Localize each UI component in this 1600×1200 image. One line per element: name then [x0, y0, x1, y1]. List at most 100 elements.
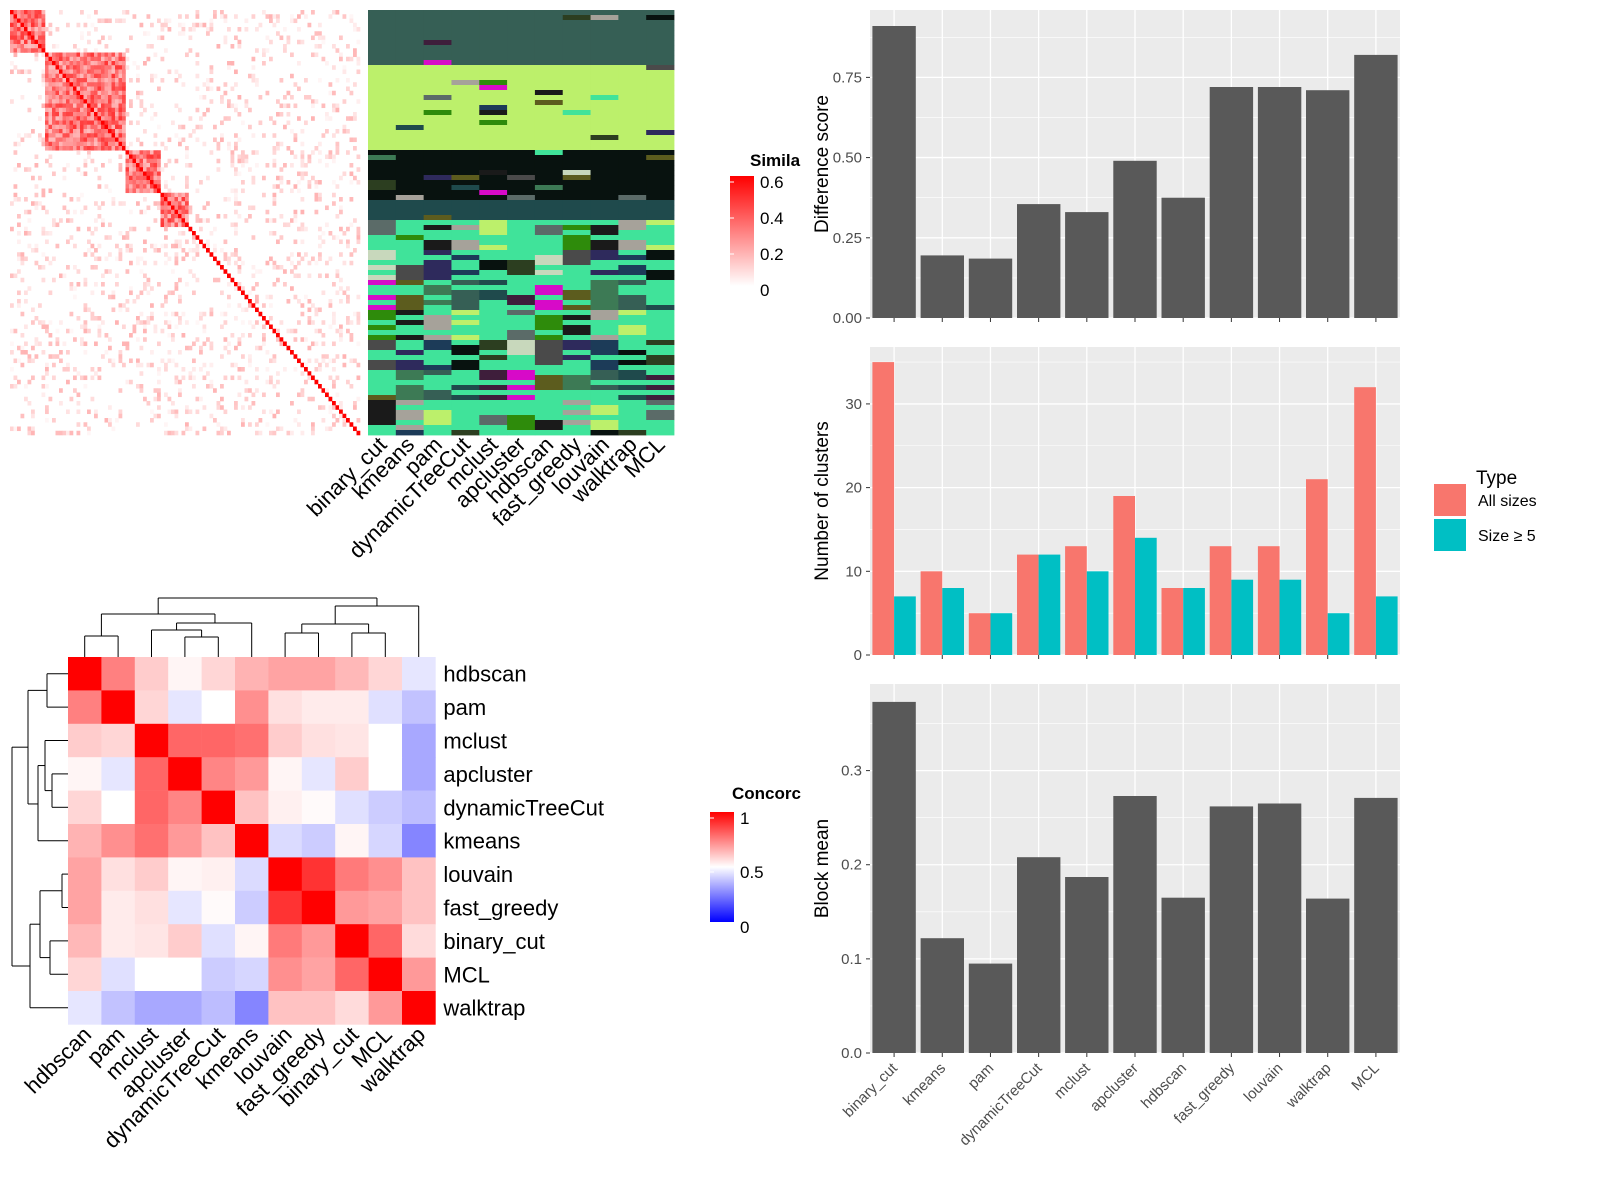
cluster-cell — [534, 95, 564, 101]
x-tick-label: louvain — [1241, 1060, 1287, 1106]
similarity-cell — [171, 269, 175, 274]
cluster-cell — [562, 195, 591, 201]
cluster-cell — [562, 60, 591, 66]
similarity-cell — [332, 316, 336, 321]
similarity-cell — [125, 379, 130, 385]
similarity-cell — [17, 35, 21, 41]
similarity-cell — [111, 73, 116, 79]
similarity-cell — [202, 95, 207, 100]
cluster-cell — [534, 100, 564, 106]
similarity-cell — [111, 133, 116, 138]
similarity-cell — [24, 197, 28, 202]
cluster-cell — [590, 65, 619, 71]
similarity-cell — [195, 243, 200, 249]
cluster-cell — [618, 65, 647, 71]
cluster-cell — [507, 15, 536, 21]
similarity-cell — [62, 120, 67, 126]
similarity-cell — [290, 252, 294, 257]
similarity-cell — [10, 350, 14, 355]
concordance-cell — [335, 824, 369, 858]
similarity-cell — [304, 367, 308, 372]
similarity-cell — [69, 120, 74, 126]
similarity-cell — [31, 307, 35, 313]
similarity-cell — [276, 379, 280, 385]
similarity-cell — [24, 22, 28, 28]
similarity-cell — [213, 388, 217, 393]
similarity-cell — [80, 90, 84, 96]
similarity-cell — [129, 358, 133, 364]
similarity-cell — [48, 137, 53, 143]
similarity-cell — [171, 175, 175, 181]
similarity-cell — [108, 52, 112, 58]
similarity-cell — [80, 107, 84, 113]
similarity-cell — [332, 192, 336, 198]
cluster-cell — [507, 165, 536, 171]
similarity-cell — [216, 405, 221, 410]
cluster-cell — [590, 175, 619, 181]
concordance-cell — [201, 723, 236, 758]
similarity-cell — [328, 14, 333, 19]
similarity-cell — [136, 362, 140, 368]
similarity-cell — [237, 214, 242, 219]
similarity-cell — [335, 235, 340, 240]
similarity-cell — [248, 73, 252, 79]
y-tick-label: 0.3 — [841, 763, 862, 780]
similarity-cell — [66, 22, 70, 28]
similarity-cell — [346, 328, 350, 334]
cluster-cell — [479, 70, 508, 76]
similarity-cell — [80, 124, 84, 130]
similarity-cell — [342, 124, 347, 130]
similarity-cell — [262, 48, 266, 53]
similarity-cell — [234, 141, 238, 147]
similarity-cell — [349, 260, 354, 266]
similarity-cell — [185, 218, 189, 223]
similarity-cell — [304, 78, 308, 83]
cluster-cell — [590, 295, 619, 301]
similarity-cell — [153, 328, 158, 334]
similarity-cell — [27, 354, 32, 359]
similarity-cell — [188, 133, 193, 138]
similarity-cell — [311, 256, 315, 262]
cluster-cell — [451, 310, 480, 316]
similarity-cell — [265, 14, 270, 19]
similarity-cell — [272, 184, 277, 189]
cluster-cell — [395, 225, 425, 231]
similarity-cell — [83, 320, 88, 325]
similarity-cell — [90, 367, 95, 372]
similarity-cell — [62, 69, 67, 75]
cluster-cell — [423, 335, 452, 341]
similarity-cell — [146, 154, 151, 160]
cluster-cell — [423, 135, 452, 141]
similarity-cell — [234, 286, 238, 291]
similarity-legend-bar — [730, 176, 754, 286]
similarity-cell — [332, 379, 336, 385]
similarity-cell — [83, 163, 88, 168]
cluster-cell — [479, 385, 508, 391]
cluster-cell — [618, 405, 647, 411]
concordance-cell — [402, 757, 436, 791]
similarity-cell — [195, 10, 200, 15]
cluster-cell — [534, 410, 564, 416]
cluster-cell — [395, 205, 425, 211]
cluster-cell — [618, 155, 647, 161]
similarity-cell — [328, 426, 333, 432]
similarity-cell — [332, 367, 336, 372]
similarity-cell — [290, 14, 294, 19]
similarity-cell — [356, 226, 361, 232]
cluster-cell — [534, 105, 564, 111]
similarity-cell — [272, 150, 277, 155]
similarity-cell — [185, 409, 189, 415]
concordance-legend-title: Concorc — [732, 784, 801, 803]
similarity-cell — [237, 367, 242, 372]
similarity-cell — [248, 205, 252, 211]
similarity-cell — [335, 129, 340, 134]
similarity-cell — [216, 277, 221, 283]
similarity-cell — [55, 95, 60, 100]
cluster-cell — [590, 110, 619, 116]
similarity-cell — [339, 337, 343, 342]
similarity-cell — [223, 239, 228, 245]
cluster-cell — [562, 240, 591, 246]
similarity-cell — [52, 120, 56, 126]
similarity-cell — [55, 243, 60, 249]
similarity-cell — [227, 99, 231, 104]
